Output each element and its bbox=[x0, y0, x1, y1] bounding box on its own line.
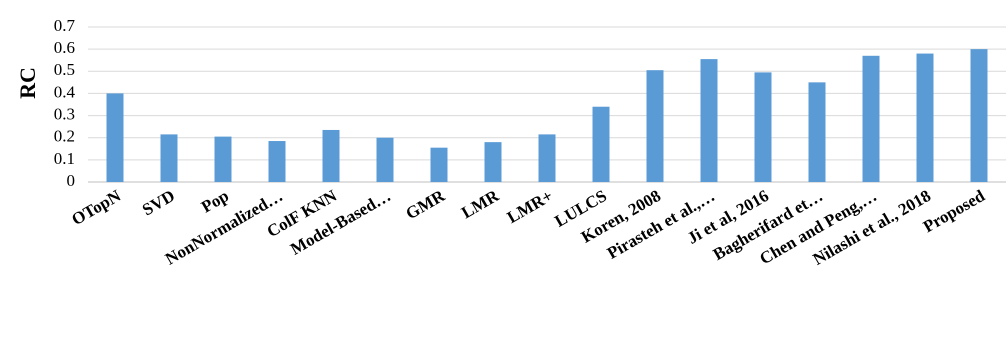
bar bbox=[592, 106, 610, 182]
y-tick-label: 0.2 bbox=[54, 127, 75, 146]
y-tick-label: 0.6 bbox=[54, 38, 75, 57]
bar bbox=[700, 59, 718, 182]
bar bbox=[754, 72, 772, 182]
bar bbox=[538, 134, 556, 182]
bar bbox=[160, 134, 178, 182]
y-tick-label: 0.4 bbox=[54, 82, 76, 101]
x-tick-label: SVD bbox=[139, 186, 178, 219]
y-tick-label: 0 bbox=[67, 171, 76, 190]
bar bbox=[214, 136, 232, 182]
bar bbox=[862, 55, 880, 182]
bar bbox=[376, 137, 394, 182]
x-tick-label: Proposed bbox=[920, 186, 989, 237]
x-tick-label: Pop bbox=[198, 186, 232, 217]
y-tick-label: 0.5 bbox=[54, 60, 75, 79]
bars bbox=[106, 49, 988, 183]
bar bbox=[916, 53, 934, 183]
bar bbox=[484, 142, 502, 182]
bar bbox=[646, 70, 664, 182]
y-tick-label: 0.1 bbox=[54, 149, 75, 168]
bar bbox=[106, 93, 124, 182]
bar bbox=[808, 82, 826, 182]
y-axis-label: RC bbox=[15, 67, 40, 99]
y-tick-label: 0.7 bbox=[54, 16, 76, 35]
bar bbox=[430, 147, 448, 182]
bar bbox=[268, 141, 286, 182]
bar bbox=[322, 129, 340, 182]
bar bbox=[970, 49, 988, 183]
x-tick-label: GMR bbox=[403, 186, 449, 224]
y-tick-label: 0.3 bbox=[54, 104, 75, 123]
x-tick-label: OTopN bbox=[68, 186, 124, 229]
x-tick-label: LMR+ bbox=[504, 186, 556, 227]
y-axis-ticks: 0 0.1 0.2 0.3 0.4 0.5 0.6 0.7 bbox=[54, 16, 76, 190]
x-tick-label: LMR bbox=[458, 186, 502, 223]
